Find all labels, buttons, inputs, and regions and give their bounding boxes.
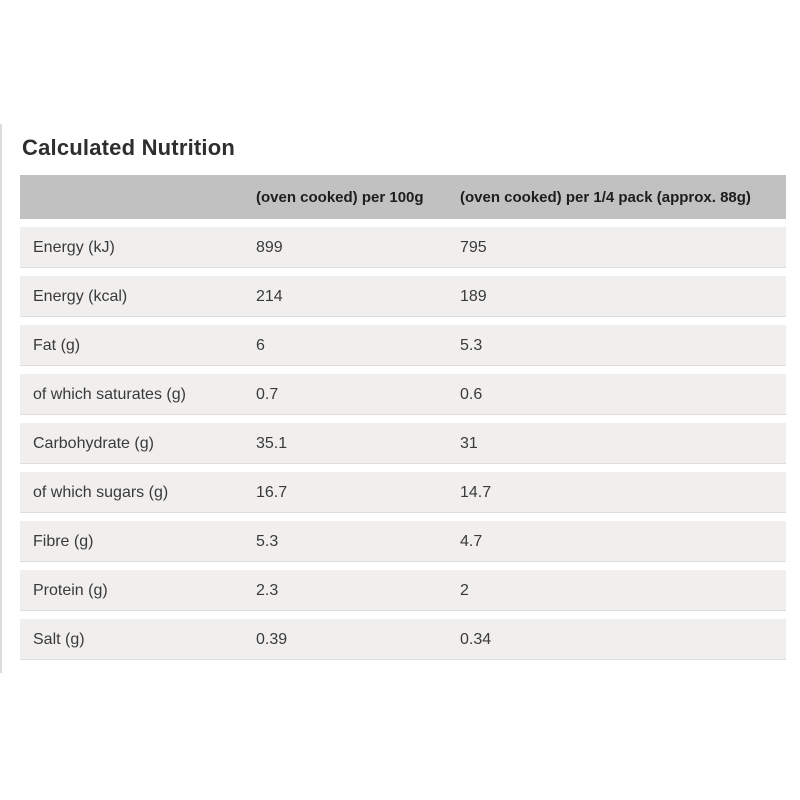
value-per-quarter-pack: 0.6 <box>460 385 483 403</box>
value-per-quarter-pack: 2 <box>460 581 469 599</box>
nutrient-label: of which saturates (g) <box>33 385 186 403</box>
table-row: Fibre (g) 5.3 4.7 <box>20 521 786 562</box>
table-row: Energy (kJ) 899 795 <box>20 227 786 268</box>
header-col-per-100g: (oven cooked) per 100g <box>256 188 424 206</box>
value-per-100g: 16.7 <box>256 483 288 501</box>
value-per-100g: 899 <box>256 238 283 256</box>
value-per-100g: 6 <box>256 336 265 354</box>
table-row: of which saturates (g) 0.7 0.6 <box>20 374 786 415</box>
header-col-per-quarter-pack: (oven cooked) per 1/4 pack (approx. 88g) <box>460 188 751 206</box>
nutrition-table: (oven cooked) per 100g (oven cooked) per… <box>20 175 786 660</box>
page-title: Calculated Nutrition <box>22 135 236 160</box>
value-per-100g: 2.3 <box>256 581 279 599</box>
nutrient-label: Fat (g) <box>33 336 81 354</box>
nutrient-label: Salt (g) <box>33 630 85 648</box>
left-edge-divider <box>0 124 2 673</box>
value-per-quarter-pack: 795 <box>460 238 487 256</box>
nutrient-label: Carbohydrate (g) <box>33 434 154 452</box>
table-row: Protein (g) 2.3 2 <box>20 570 786 611</box>
nutrient-label: Energy (kJ) <box>33 238 115 256</box>
value-per-quarter-pack: 31 <box>460 434 478 452</box>
nutrient-label: Energy (kcal) <box>33 287 128 305</box>
value-per-quarter-pack: 4.7 <box>460 532 483 550</box>
nutrient-label: of which sugars (g) <box>33 483 169 501</box>
table-row: Fat (g) 6 5.3 <box>20 325 786 366</box>
value-per-100g: 214 <box>256 287 283 305</box>
value-per-100g: 0.39 <box>256 630 288 648</box>
table-row: Carbohydrate (g) 35.1 31 <box>20 423 786 464</box>
value-per-100g: 5.3 <box>256 532 279 550</box>
value-per-quarter-pack: 5.3 <box>460 336 483 354</box>
table-row: of which sugars (g) 16.7 14.7 <box>20 472 786 513</box>
value-per-100g: 0.7 <box>256 385 279 403</box>
nutrient-label: Fibre (g) <box>33 532 94 550</box>
value-per-quarter-pack: 14.7 <box>460 483 492 501</box>
value-per-quarter-pack: 0.34 <box>460 630 492 648</box>
value-per-100g: 35.1 <box>256 434 288 452</box>
value-per-quarter-pack: 189 <box>460 287 487 305</box>
table-header-row: (oven cooked) per 100g (oven cooked) per… <box>20 175 786 219</box>
table-row: Salt (g) 0.39 0.34 <box>20 619 786 660</box>
table-row: Energy (kcal) 214 189 <box>20 276 786 317</box>
nutrient-label: Protein (g) <box>33 581 108 599</box>
